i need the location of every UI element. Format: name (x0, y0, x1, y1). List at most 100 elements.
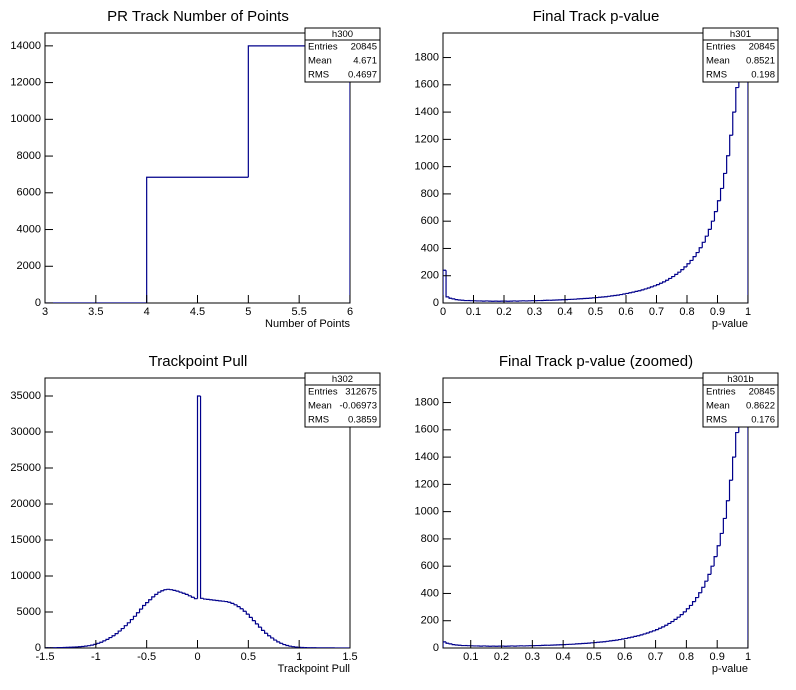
y-tick-label: 1000 (415, 506, 439, 518)
x-tick-label: 0.1 (466, 306, 481, 318)
histogram-bin (621, 638, 625, 640)
histogram (45, 395, 350, 648)
histogram-bin (683, 266, 687, 270)
x-tick-label: 3 (42, 306, 48, 318)
histogram-bin (618, 638, 622, 641)
chart-title: Trackpoint Pull (149, 353, 248, 370)
y-tick-label: 15000 (10, 534, 41, 546)
x-tick-label: 1 (296, 651, 302, 663)
histogram-bin (719, 532, 724, 546)
stats-value: 20845 (749, 42, 775, 53)
histogram-bin (120, 627, 125, 632)
y-tick-label: 25000 (10, 462, 41, 474)
stats-name: h302 (332, 374, 353, 385)
histogram-bin (646, 287, 651, 289)
histogram-bin (716, 200, 721, 212)
histogram-bin (627, 637, 631, 639)
x-tick-label: 0.9 (710, 306, 725, 318)
histogram-bin (648, 631, 653, 633)
histogram-bin (146, 176, 249, 303)
stats-box (304, 372, 381, 428)
histogram-bin (443, 641, 447, 648)
y-tick-label: 0 (35, 642, 41, 654)
histogram-bin (735, 86, 739, 113)
histogram-bin (704, 580, 708, 588)
histogram-bin (713, 556, 718, 567)
stats-label: Entries (308, 42, 338, 53)
y-tick-label: 200 (421, 270, 439, 282)
x-tick-label: -1.5 (36, 651, 55, 663)
histogram-bin (270, 635, 274, 639)
histogram-bin (649, 286, 654, 288)
histogram-bin (96, 642, 100, 645)
y-tick-label: 200 (421, 615, 439, 627)
histogram-bin (689, 259, 694, 264)
x-tick-label: 0.8 (679, 651, 694, 663)
stats-name: h301 (730, 29, 751, 40)
x-tick-label: 0.9 (710, 651, 725, 663)
x-tick-label: 0.4 (557, 306, 572, 318)
histogram-bin (90, 644, 94, 646)
histogram-bin (665, 279, 669, 282)
histogram-bin (661, 626, 665, 629)
histogram-bin (172, 589, 177, 591)
histogram-bin (710, 220, 715, 230)
stats-label: RMS (308, 70, 329, 81)
histogram-bin (154, 593, 158, 597)
histogram-bin (631, 291, 636, 293)
x-axis-label: Number of Points (265, 318, 350, 330)
histogram-bin (102, 640, 106, 643)
y-tick-label: 6000 (17, 187, 41, 199)
histogram-bin (239, 606, 244, 610)
histogram-bin (654, 628, 659, 631)
histogram-bin (729, 134, 733, 156)
histogram-bin (285, 644, 289, 647)
histogram-bin (674, 273, 678, 277)
histogram-bin (248, 614, 253, 618)
histogram-bin (688, 604, 693, 609)
stats-box (304, 27, 381, 83)
histogram-bin (692, 256, 697, 261)
histogram-bin (148, 599, 152, 603)
x-tick-label: 0.2 (494, 651, 509, 663)
y-tick-label: 800 (421, 188, 439, 200)
histogram-bin (245, 611, 250, 615)
x-tick-label: 4 (144, 306, 150, 318)
histogram-bin (633, 635, 638, 638)
stats-value: 0.8622 (746, 401, 775, 412)
histogram-bin (645, 632, 650, 634)
histogram-bin (196, 395, 201, 599)
stats-name: h301b (727, 374, 753, 385)
x-tick-label: 0.5 (241, 651, 256, 663)
x-tick-label: 0 (440, 306, 446, 318)
histogram-bin (157, 591, 161, 595)
histogram-bin (698, 592, 702, 598)
stats-label: RMS (706, 70, 727, 81)
histogram-bin (622, 293, 626, 295)
y-tick-label: 1000 (415, 161, 439, 173)
histogram-bin (662, 281, 666, 284)
y-tick-label: 0 (35, 297, 41, 309)
y-tick-label: 600 (421, 215, 439, 227)
histogram-bin (247, 45, 350, 303)
histogram-bin (726, 155, 730, 174)
x-tick-label: 3.5 (88, 306, 103, 318)
y-tick-label: 1600 (415, 79, 439, 91)
stats-name: h300 (332, 29, 353, 40)
histogram-bin (732, 111, 736, 136)
histogram-bin (451, 643, 456, 646)
histogram-bin (227, 601, 232, 603)
stats-value: 20845 (351, 42, 377, 53)
histogram-bin (448, 643, 453, 645)
histogram-bin (728, 479, 733, 501)
y-tick-label: 1800 (415, 51, 439, 63)
histogram-bin (680, 268, 684, 273)
histogram-bin (716, 545, 721, 557)
histogram-bin (254, 620, 259, 625)
histogram-bin (138, 608, 143, 613)
stats-label: Entries (706, 42, 736, 53)
x-tick-label: 0.3 (527, 306, 542, 318)
histogram-bin (640, 289, 645, 291)
x-tick-label: 1.5 (342, 651, 357, 663)
